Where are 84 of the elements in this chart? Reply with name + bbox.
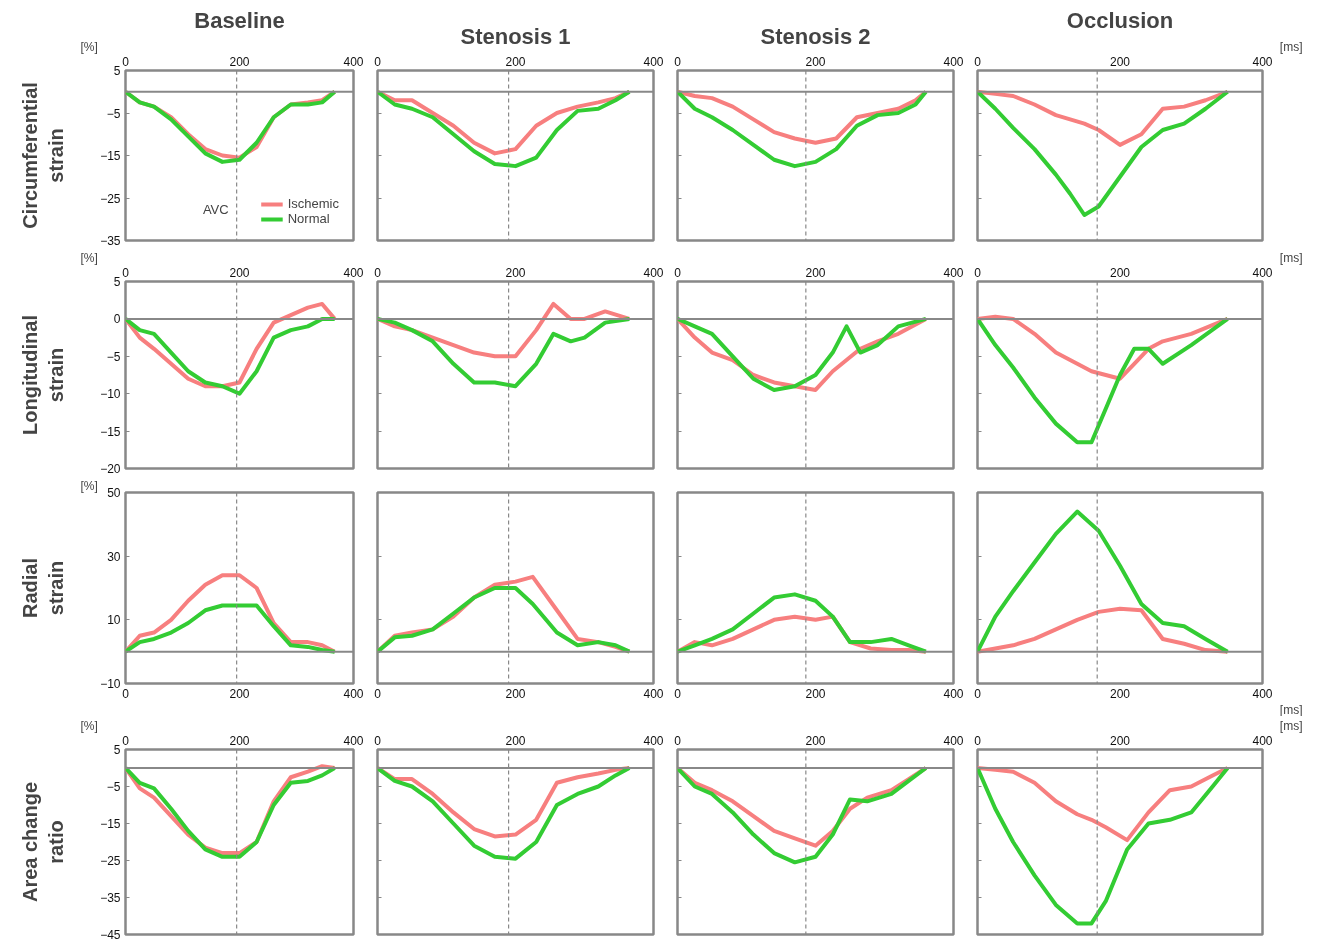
- x-tick-label: 200: [229, 265, 250, 280]
- y-axis-title: Area change ratio: [18, 781, 68, 903]
- x-tick-label: 200: [1109, 686, 1131, 701]
- x-tick-label: 400: [943, 265, 964, 280]
- x-tick-label: 200: [505, 733, 526, 748]
- text: [%]: [80, 718, 98, 733]
- x-tick-label: 400: [643, 54, 664, 69]
- x-tick-label: 0: [374, 54, 382, 69]
- x-tick-label: 0: [674, 54, 682, 69]
- x-tick-label: 400: [943, 686, 964, 701]
- x-tick-label: 0: [374, 265, 382, 280]
- x-tick-label: 400: [1252, 54, 1273, 69]
- y-tick-label: −10: [100, 387, 121, 402]
- x-tick-label: 200: [229, 733, 250, 748]
- y-tick-label: −15: [100, 817, 121, 831]
- y-tick-label: 30: [107, 549, 121, 564]
- y-tick-label: −15: [100, 149, 121, 163]
- x-tick-label: 0: [674, 265, 682, 280]
- x-tick-label: 0: [974, 733, 982, 748]
- text: [ms]: [1279, 39, 1303, 54]
- chart-title: Baseline: [194, 7, 285, 33]
- x-tick-label: 0: [974, 686, 982, 701]
- y-tick-label: −25: [100, 191, 121, 206]
- x-tick-label: 400: [643, 733, 664, 748]
- text: [%]: [80, 478, 98, 493]
- legend-label: Normal: [287, 211, 330, 226]
- legend-label: Ischemic: [287, 196, 339, 211]
- chart-title: Occlusion: [1066, 7, 1174, 33]
- x-tick-label: 400: [343, 265, 364, 280]
- x-tick-label: 0: [974, 265, 982, 280]
- x-tick-label: 200: [505, 686, 526, 701]
- x-tick-label: 200: [805, 54, 826, 69]
- x-tick-label: 0: [374, 733, 382, 748]
- y-axis-title: Circumferential strain: [18, 82, 68, 229]
- x-tick-label: 200: [805, 733, 826, 748]
- x-tick-label: 400: [343, 733, 364, 748]
- x-tick-label: 400: [643, 265, 664, 280]
- y-tick-label: −45: [100, 928, 121, 942]
- x-tick-label: 200: [805, 686, 826, 701]
- x-tick-label: 400: [343, 686, 364, 701]
- x-tick-label: 400: [1252, 265, 1273, 280]
- chart-title: Stenosis 1: [460, 23, 571, 49]
- x-tick-label: 400: [943, 54, 964, 69]
- ref-line-label: AVC: [202, 202, 229, 218]
- x-tick-label: 200: [505, 265, 526, 280]
- x-tick-label: 200: [1109, 54, 1131, 69]
- y-tick-label: 50: [107, 486, 121, 500]
- x-tick-label: 200: [229, 54, 250, 69]
- y-tick-label: −25: [100, 854, 121, 868]
- y-tick-label: 5: [113, 275, 121, 289]
- x-tick-label: 400: [1252, 686, 1273, 701]
- y-tick-label: −15: [100, 424, 121, 439]
- text: [ms]: [1279, 702, 1303, 717]
- x-tick-label: 400: [1252, 733, 1273, 748]
- y-tick-label: −5: [106, 780, 121, 794]
- y-axis-title: Radial strain: [18, 557, 68, 619]
- text: [ms]: [1279, 250, 1303, 265]
- x-tick-label: 200: [1109, 733, 1131, 748]
- x-tick-label: 0: [674, 733, 682, 748]
- y-tick-label: −5: [106, 106, 121, 121]
- x-tick-label: 200: [505, 54, 526, 69]
- x-tick-label: 200: [805, 265, 826, 280]
- x-tick-label: 0: [974, 54, 982, 69]
- y-tick-label: −20: [100, 462, 121, 476]
- text: [%]: [80, 39, 98, 54]
- y-tick-label: 5: [113, 64, 121, 78]
- y-tick-label: 5: [113, 743, 121, 757]
- y-axis-title: Longitudinal strain: [18, 315, 68, 435]
- x-tick-label: 200: [229, 686, 250, 701]
- y-tick-label: −35: [100, 234, 121, 248]
- x-tick-label: 0: [674, 686, 682, 701]
- text: [%]: [80, 250, 98, 265]
- x-tick-label: 400: [943, 733, 964, 748]
- x-tick-label: 400: [343, 54, 364, 69]
- text: [ms]: [1279, 718, 1303, 733]
- x-tick-label: 200: [1109, 265, 1131, 280]
- x-tick-label: 400: [643, 686, 664, 701]
- y-tick-label: 0: [113, 312, 121, 327]
- y-tick-label: 10: [107, 613, 121, 628]
- y-tick-label: −10: [100, 677, 121, 691]
- y-tick-label: −35: [100, 891, 121, 905]
- x-tick-label: 0: [374, 686, 382, 701]
- chart-title: Stenosis 2: [760, 23, 871, 49]
- y-tick-label: −5: [106, 349, 121, 364]
